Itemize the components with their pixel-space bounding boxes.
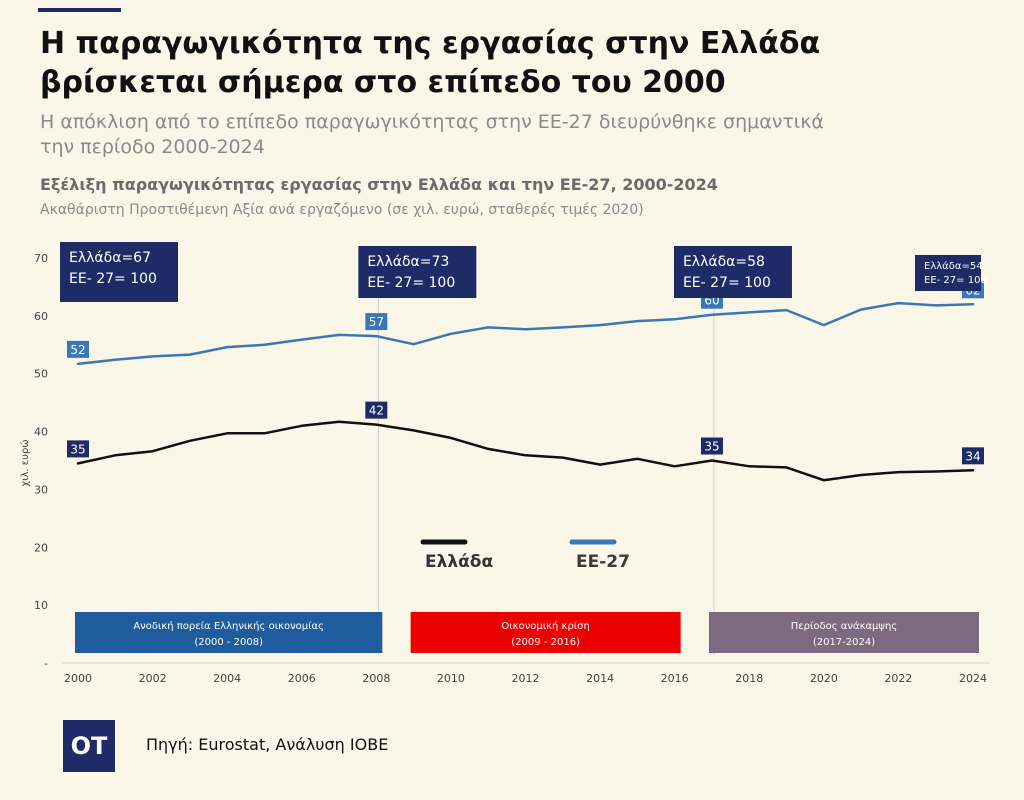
series-line-eu27 bbox=[76, 301, 975, 366]
data-label: 34 bbox=[965, 449, 980, 463]
annotation-line-1: Ελλάδα=58 bbox=[683, 254, 765, 270]
x-tick-label: 2016 bbox=[661, 672, 689, 685]
x-tick-label: 2010 bbox=[437, 672, 465, 685]
series-line-greece bbox=[76, 420, 975, 482]
y-tick-label: 50 bbox=[34, 368, 48, 381]
chart-subtitle: Ακαθάριστη Προστιθέμενη Αξία ανά εργαζόμ… bbox=[40, 202, 644, 218]
data-label: 57 bbox=[369, 315, 384, 329]
y-tick-label: 30 bbox=[34, 483, 48, 496]
y-tick-label: - bbox=[44, 657, 48, 670]
period-band bbox=[708, 612, 979, 653]
data-label-box bbox=[365, 313, 388, 331]
y-tick-label: 20 bbox=[34, 541, 48, 554]
top-accent-rule bbox=[38, 8, 121, 12]
x-tick-label: 2004 bbox=[213, 672, 241, 685]
period-range: (2017-2024) bbox=[813, 637, 875, 648]
x-tick-label: 2022 bbox=[884, 672, 912, 685]
chart-title: Εξέλιξη παραγωγικότητας εργασίας στην Ελ… bbox=[40, 175, 718, 194]
data-label: 35 bbox=[70, 442, 85, 456]
y-tick-label: 70 bbox=[34, 252, 48, 265]
data-label-box bbox=[67, 440, 89, 458]
publisher-logo: OT bbox=[63, 720, 115, 772]
subheadline-line-1: Η απόκλιση από το επίπεδο παραγωγικότητα… bbox=[40, 111, 824, 133]
x-tick-label: 2018 bbox=[735, 672, 763, 685]
annotation-line-1: Ελλάδα=54 bbox=[924, 260, 983, 272]
y-tick-label: 60 bbox=[34, 310, 48, 323]
x-tick-label: 2020 bbox=[810, 672, 838, 685]
x-tick-label: 2000 bbox=[64, 672, 92, 685]
period-band bbox=[410, 612, 681, 653]
legend-label: ΕΕ-27 bbox=[576, 552, 630, 572]
data-label-box bbox=[67, 340, 89, 358]
y-tick-label: 10 bbox=[34, 599, 48, 612]
period-label: Οικονομική κρίση bbox=[501, 620, 589, 632]
x-tick-label: 2024 bbox=[959, 672, 987, 685]
data-label: 35 bbox=[704, 440, 719, 454]
annotation-line-1: Ελλάδα=67 bbox=[69, 250, 151, 266]
subheadline: Η απόκλιση από το επίπεδο παραγωγικότητα… bbox=[40, 110, 940, 160]
data-label-box bbox=[365, 401, 388, 419]
annotation-box bbox=[60, 242, 178, 302]
period-label: Περίοδος ανάκαμψης bbox=[791, 620, 897, 632]
period-band bbox=[75, 612, 383, 653]
annotation-line-1: Ελλάδα=73 bbox=[367, 254, 449, 270]
period-label: Ανοδική πορεία Ελληνικής οικονομίας bbox=[133, 620, 324, 632]
x-tick-label: 2014 bbox=[586, 672, 614, 685]
subheadline-line-2: την περίοδο 2000-2024 bbox=[40, 136, 265, 158]
annotation-line-2: ΕΕ- 27= 100 bbox=[69, 271, 157, 287]
annotation-box bbox=[673, 246, 792, 298]
annotation-box bbox=[915, 255, 981, 291]
headline-line-2: βρίσκεται σήμερα στο επίπεδο του 2000 bbox=[40, 65, 726, 100]
data-label-box bbox=[700, 437, 723, 455]
legend-label: Ελλάδα bbox=[425, 552, 493, 572]
annotation-line-2: ΕΕ- 27= 100 bbox=[683, 275, 771, 291]
x-tick-label: 2008 bbox=[362, 672, 390, 685]
data-label: 42 bbox=[369, 404, 384, 418]
annotation-line-2: ΕΕ- 27= 100 bbox=[367, 275, 455, 291]
source-note: Πηγή: Eurostat, Ανάλυση IOBE bbox=[146, 735, 389, 754]
headline: Η παραγωγικότητα της εργασίας στην Ελλάδ… bbox=[40, 24, 990, 102]
x-tick-label: 2002 bbox=[139, 672, 167, 685]
period-range: (2000 - 2008) bbox=[194, 637, 263, 648]
y-axis-label: χιλ. ευρώ bbox=[19, 439, 31, 486]
x-tick-label: 2012 bbox=[512, 672, 540, 685]
data-label: 52 bbox=[70, 343, 85, 357]
x-tick-label: 2006 bbox=[288, 672, 316, 685]
headline-line-1: Η παραγωγικότητα της εργασίας στην Ελλάδ… bbox=[40, 26, 821, 61]
annotation-box bbox=[358, 246, 477, 298]
annotation-line-2: ΕΕ- 27= 100 bbox=[924, 275, 987, 286]
data-label-box bbox=[962, 447, 984, 465]
y-tick-label: 40 bbox=[34, 426, 48, 439]
period-range: (2009 - 2016) bbox=[511, 637, 580, 648]
